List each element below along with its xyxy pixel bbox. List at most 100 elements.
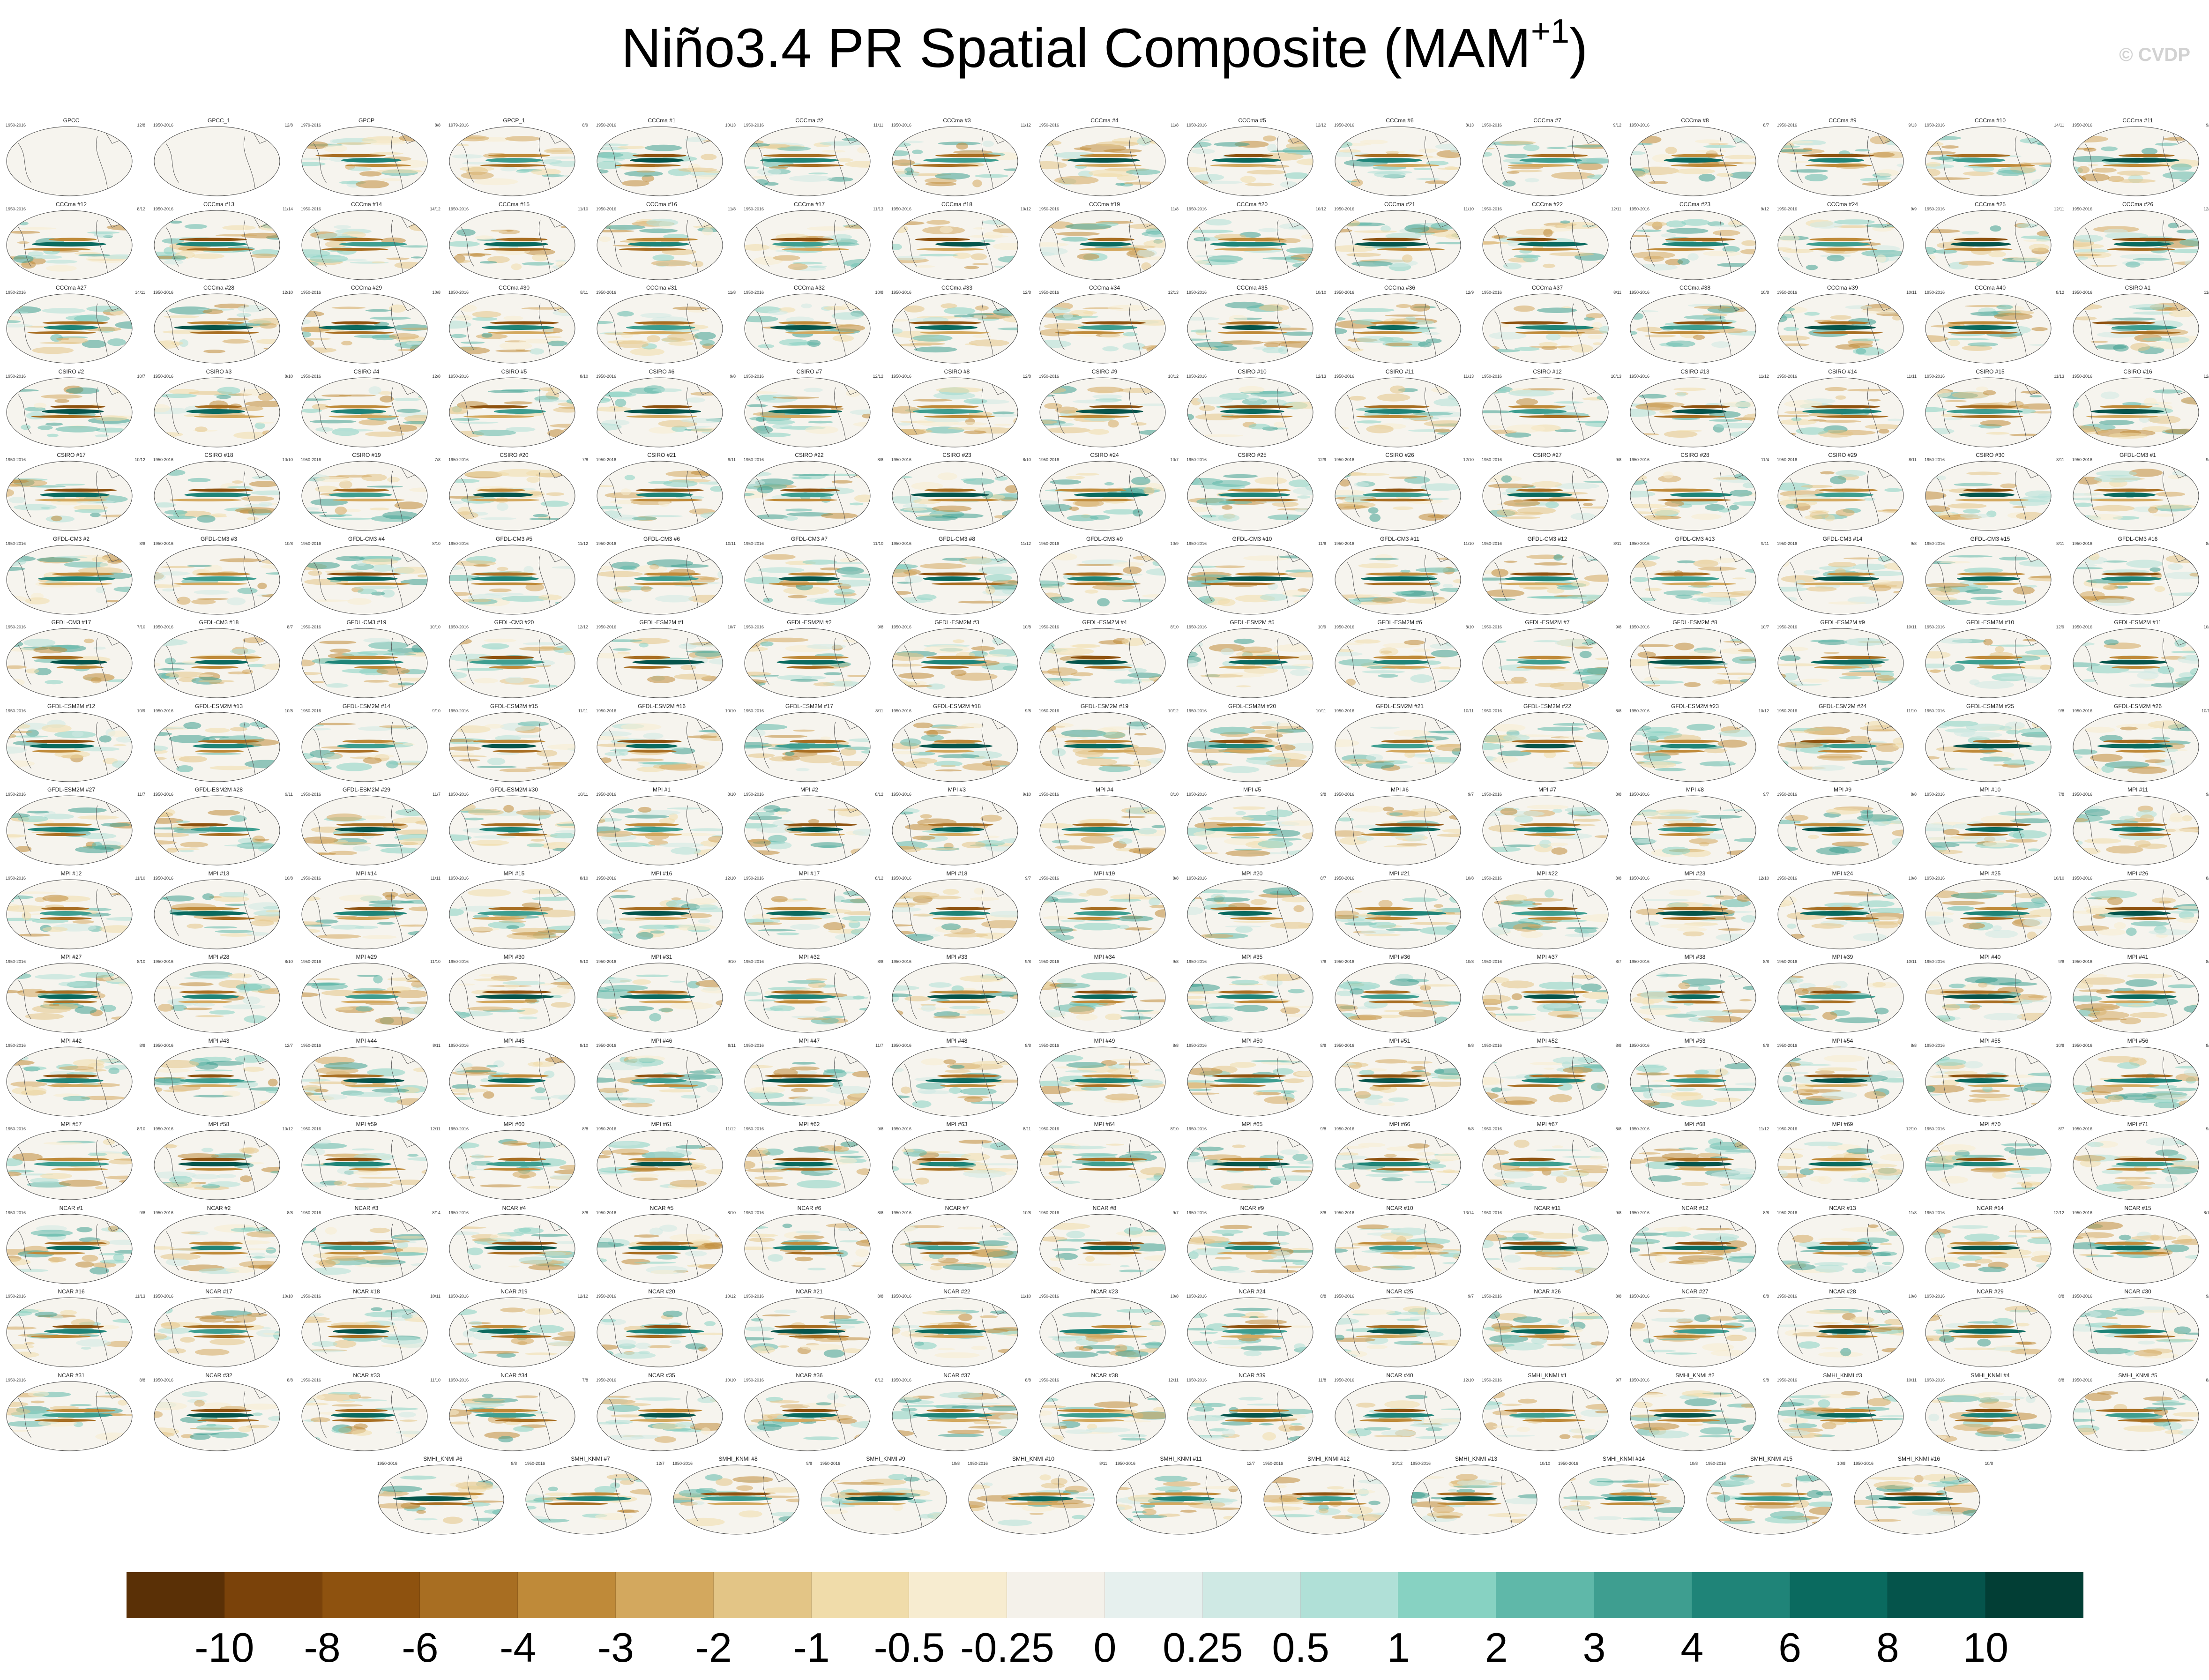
anomaly-patch	[505, 136, 540, 142]
anomaly-patch	[1210, 726, 1255, 734]
anomaly-patch	[1866, 224, 1897, 227]
offequatorial-dry-band	[1809, 248, 1878, 251]
anomaly-patch	[1188, 230, 1233, 233]
map-globe	[1039, 711, 1166, 783]
anomaly-patch	[921, 734, 944, 741]
anomaly-patch	[1843, 557, 1879, 559]
anomaly-patch	[1836, 344, 1860, 350]
offequatorial-dry-band	[1218, 331, 1288, 334]
anomaly-patch	[179, 756, 207, 762]
anomaly-patch	[1039, 390, 1051, 394]
anomaly-patch	[782, 755, 800, 760]
anomaly-patch	[462, 162, 501, 164]
offequatorial-dry-band	[467, 499, 539, 501]
offequatorial-dry-band	[488, 331, 557, 334]
offequatorial-dry-band	[1516, 489, 1563, 492]
anomaly-patch	[195, 426, 208, 432]
anomaly-patch	[1101, 732, 1126, 738]
anomaly-patch	[545, 150, 570, 152]
anomaly-patch	[1703, 251, 1741, 256]
map-globe	[1187, 711, 1314, 783]
anomaly-patch	[753, 176, 770, 179]
map-globe	[1482, 627, 1609, 699]
anomaly-patch	[1543, 229, 1552, 237]
anomaly-patch	[2137, 672, 2158, 680]
map-globe	[891, 209, 1019, 281]
anomaly-patch	[482, 333, 493, 338]
anomaly-patch	[788, 263, 808, 270]
anomaly-patch	[1691, 514, 1722, 520]
map-globe	[301, 711, 428, 783]
anomaly-patch	[1646, 685, 1660, 687]
anomaly-patch	[1234, 639, 1255, 644]
anomaly-patch	[1392, 591, 1414, 594]
equatorial-wet-band	[1356, 158, 1422, 163]
anomaly-patch	[490, 230, 507, 232]
equatorial-wet-band	[923, 158, 999, 163]
offequatorial-dry-band	[1796, 582, 1871, 585]
equatorial-wet-band	[779, 576, 840, 581]
anomaly-patch	[2021, 235, 2051, 239]
offequatorial-dry-band	[343, 739, 396, 743]
offequatorial-dry-band	[1084, 666, 1132, 669]
offequatorial-dry-band	[778, 321, 831, 325]
anomaly-patch	[2148, 507, 2158, 513]
anomaly-patch	[2113, 344, 2129, 351]
anomaly-patch	[2088, 164, 2098, 166]
anomaly-patch	[2082, 679, 2097, 682]
anomaly-patch	[476, 766, 517, 768]
anomaly-patch	[962, 558, 1008, 565]
offequatorial-dry-band	[187, 321, 245, 325]
map-globe	[1925, 544, 2052, 615]
anomaly-patch	[1506, 424, 1545, 433]
anomaly-patch	[243, 637, 265, 643]
anomaly-patch	[1254, 477, 1287, 485]
equatorial-wet-band	[325, 660, 403, 665]
anomaly-patch	[1986, 600, 2026, 605]
anomaly-patch	[2009, 433, 2047, 436]
offequatorial-dry-band	[633, 154, 687, 157]
anomaly-patch	[2040, 665, 2051, 670]
anomaly-patch	[14, 504, 57, 510]
anomaly-patch	[760, 642, 774, 647]
anomaly-patch	[1119, 388, 1159, 393]
offequatorial-dry-band	[1366, 572, 1438, 575]
anomaly-patch	[203, 350, 225, 353]
anomaly-patch	[1357, 836, 1374, 841]
anomaly-patch	[1573, 762, 1582, 768]
map-globe	[744, 293, 871, 364]
anomaly-patch	[1389, 812, 1403, 815]
offequatorial-dry-band	[1654, 415, 1725, 418]
anomaly-patch	[639, 228, 678, 233]
anomaly-patch	[1677, 560, 1695, 563]
anomaly-patch	[1943, 338, 1990, 341]
anomaly-patch	[621, 723, 662, 730]
anomaly-patch	[1597, 389, 1609, 392]
anomaly-patch	[920, 814, 932, 819]
anomaly-patch	[1396, 304, 1411, 308]
map-globe	[2072, 126, 2200, 197]
map-globe	[153, 293, 281, 364]
anomaly-patch	[1954, 483, 1993, 486]
anomaly-patch	[1678, 258, 1690, 265]
map-globe	[1039, 460, 1166, 531]
equatorial-wet-band	[775, 744, 851, 748]
anomaly-patch	[1346, 253, 1381, 257]
map-globe	[1629, 460, 1757, 531]
map-globe	[1777, 209, 1904, 281]
map-globe	[596, 795, 724, 866]
anomaly-patch	[92, 557, 110, 562]
anomaly-patch	[387, 477, 400, 483]
anomaly-patch	[670, 564, 709, 567]
anomaly-patch	[1990, 645, 2034, 647]
equatorial-wet-band	[1373, 660, 1429, 665]
